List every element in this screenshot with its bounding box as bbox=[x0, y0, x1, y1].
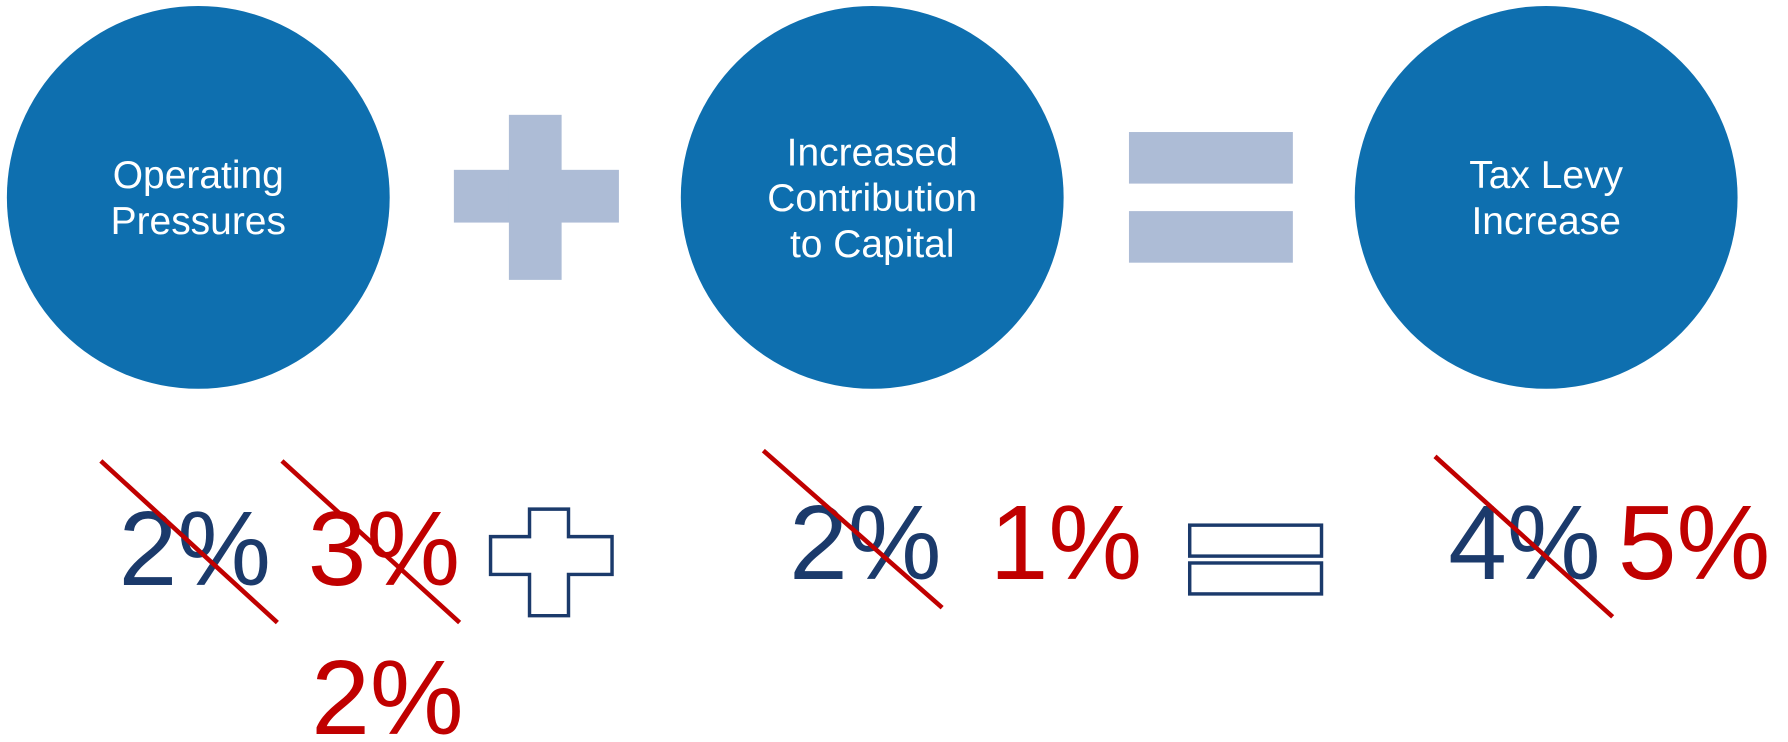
operators bbox=[453, 114, 1324, 618]
strike-line bbox=[1433, 454, 1615, 619]
plus-outline bbox=[488, 507, 614, 618]
plus-bar bbox=[508, 114, 562, 280]
percent: 2% bbox=[311, 640, 463, 742]
strike-line bbox=[761, 448, 944, 610]
equals-bar bbox=[1128, 211, 1293, 263]
node-label: Increase bbox=[1471, 200, 1620, 243]
strike-line bbox=[99, 459, 279, 625]
percent: 1% bbox=[990, 485, 1142, 602]
equals-bar bbox=[1128, 132, 1293, 184]
node-circle bbox=[680, 5, 1064, 389]
node-label: Increased bbox=[787, 131, 958, 174]
node-label: Contribution bbox=[767, 177, 977, 220]
strike-line bbox=[280, 459, 462, 625]
equals-outline bbox=[1187, 561, 1324, 596]
node-label: Operating bbox=[113, 154, 284, 197]
node-circle bbox=[1354, 5, 1738, 389]
node-circle bbox=[6, 5, 390, 389]
node-label: to Capital bbox=[790, 223, 955, 266]
percent: 5% bbox=[1618, 485, 1770, 602]
node-label: Pressures bbox=[111, 200, 286, 243]
equals-outline bbox=[1187, 523, 1324, 558]
node-label: Tax Levy bbox=[1469, 154, 1623, 197]
